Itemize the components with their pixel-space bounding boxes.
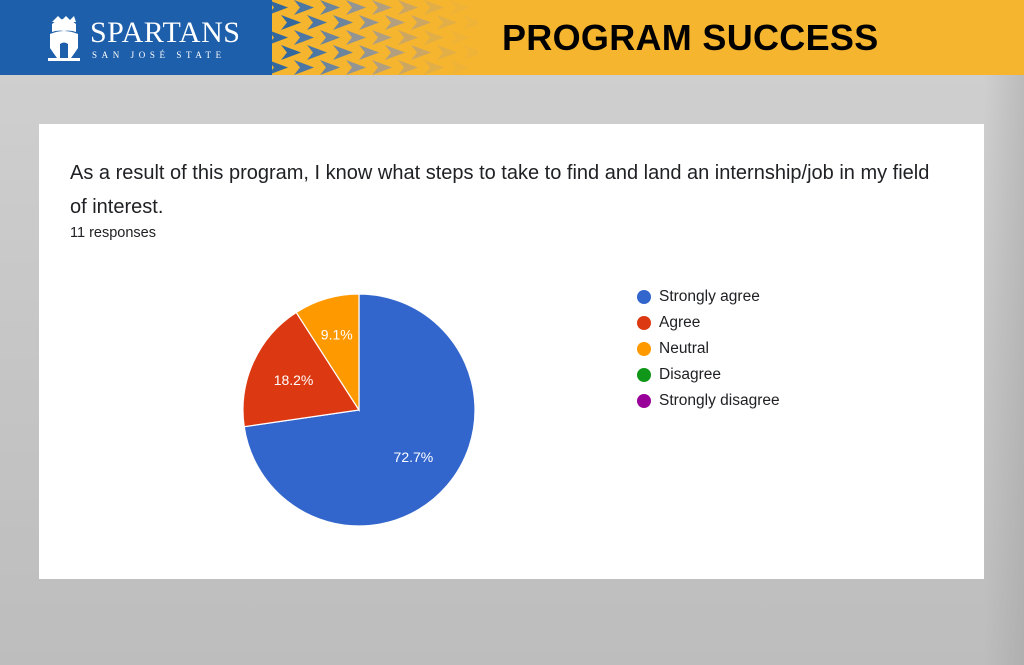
survey-card: As a result of this program, I know what… (39, 124, 984, 579)
question-line-2: of interest. (70, 196, 164, 218)
slice-label: 72.7% (394, 449, 434, 465)
legend-item-disagree[interactable]: Disagree (637, 362, 780, 388)
brand-subtitle: SAN JOSÉ STATE (92, 50, 226, 60)
header-banner: SPARTANS SAN JOSÉ STATE PROGRAM SUCCESS (0, 0, 1024, 75)
legend-swatch (637, 290, 651, 304)
brand-name: SPARTANS (90, 16, 241, 49)
question-line-1: As a result of this program, I know what… (70, 162, 930, 184)
legend-label: Agree (659, 314, 701, 331)
legend-label: Strongly disagree (659, 392, 780, 409)
legend-label: Disagree (659, 366, 722, 383)
slice-label: 18.2% (274, 372, 314, 388)
chevron-pattern (268, 0, 478, 75)
pie-chart: 72.7% 18.2% 9.1% (242, 293, 476, 527)
pie-slice-neutral[interactable] (295, 293, 360, 413)
legend-swatch (637, 316, 651, 330)
spartan-helmet-icon (48, 16, 80, 61)
brand-block: SPARTANS SAN JOSÉ STATE (0, 0, 272, 75)
chart-legend: Strongly agree Agree Neutral Disagree Strong… (637, 284, 780, 414)
legend-item-strongly-disagree[interactable]: Strongly disagree (637, 388, 780, 414)
legend-label: Neutral (659, 340, 709, 357)
slice-label: 9.1% (321, 326, 353, 342)
question-text: As a result of this program, I know what… (70, 156, 970, 224)
legend-swatch (637, 342, 651, 356)
response-count: 11 responses (70, 225, 156, 241)
legend-item-strongly-agree[interactable]: Strongly agree (637, 284, 780, 310)
page-title: PROGRAM SUCCESS (502, 17, 879, 58)
legend-swatch (637, 368, 651, 382)
legend-item-agree[interactable]: Agree (637, 310, 780, 336)
legend-item-neutral[interactable]: Neutral (637, 336, 780, 362)
legend-swatch (637, 394, 651, 408)
legend-label: Strongly agree (659, 288, 760, 305)
pie-slice-agree[interactable] (242, 311, 361, 428)
